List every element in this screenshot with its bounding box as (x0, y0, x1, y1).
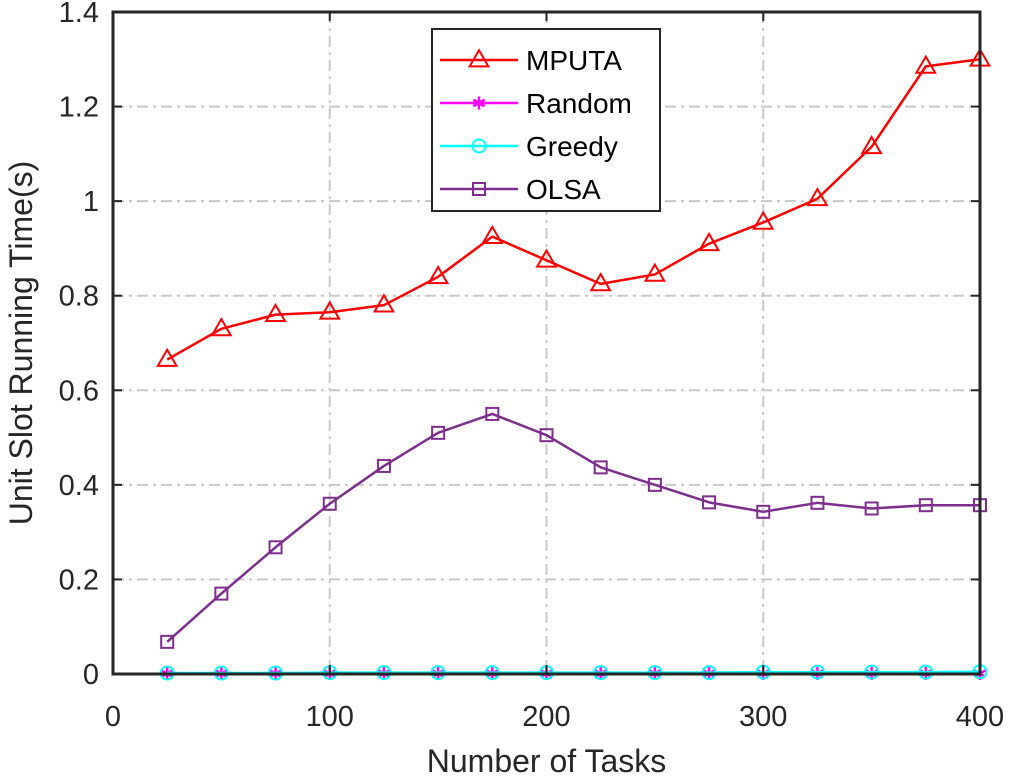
data-point-mputa (481, 224, 504, 244)
data-point-mputa (589, 272, 612, 292)
legend-marker-mputa (467, 48, 491, 68)
data-point-olsa (376, 458, 391, 473)
legend-entry-olsa: OLSA (440, 174, 601, 205)
data-point-mputa (860, 134, 883, 155)
data-point-mputa (264, 302, 287, 323)
data-point-olsa (647, 477, 662, 492)
y-tick-label: 0.6 (59, 375, 99, 407)
y-tick-labels: 0 0.2 0.4 0.6 0.8 1 1.2 1.4 (59, 0, 99, 691)
axis-ticks (112, 11, 981, 675)
legend-entry-greedy: Greedy (440, 131, 618, 162)
series-mputa (156, 47, 992, 367)
data-point-olsa (539, 428, 554, 443)
x-tick-labels: 0 100 200 300 400 (105, 701, 1004, 733)
y-axis-title: Unit Slot Running Time(s) (3, 161, 39, 526)
data-point-mputa (427, 265, 450, 285)
data-point-olsa (485, 406, 500, 421)
x-axis-title: Number of Tasks (427, 743, 667, 779)
data-point-mputa (643, 262, 666, 282)
x-tick-label: 100 (306, 701, 354, 733)
x-tick-label: 400 (956, 701, 1004, 733)
data-point-mputa (372, 293, 396, 313)
data-point-greedy (918, 664, 934, 680)
data-point-olsa (702, 495, 717, 510)
x-tick-label: 200 (522, 701, 570, 733)
y-tick-label: 0 (83, 659, 99, 691)
data-point-mputa (806, 187, 829, 207)
y-tick-label: 1 (83, 186, 99, 218)
data-point-olsa (864, 501, 879, 516)
data-point-olsa (593, 460, 608, 475)
data-point-greedy (809, 664, 825, 680)
data-point-olsa (918, 498, 933, 513)
data-point-olsa (214, 586, 229, 601)
data-point-greedy (864, 664, 880, 680)
asterisk-stroke (472, 98, 486, 108)
data-point-olsa (160, 634, 175, 649)
legend-entry-mputa: MPUTA (440, 45, 622, 76)
data-point-mputa (914, 54, 937, 74)
y-tick-label: 0.2 (59, 564, 99, 596)
legend-marker-olsa (472, 182, 486, 196)
data-point-mputa (697, 231, 721, 252)
data-point-mputa (156, 347, 179, 367)
y-tick-label: 1.4 (59, 0, 99, 29)
data-point-mputa (752, 210, 775, 230)
legend-label-greedy: Greedy (526, 131, 618, 162)
data-point-mputa (535, 248, 558, 268)
x-tick-label: 0 (105, 701, 121, 733)
data-point-olsa (756, 504, 771, 519)
legend-marker-random (472, 96, 486, 110)
data-point-olsa (322, 496, 337, 511)
legend-label-random: Random (526, 88, 632, 119)
data-point-mputa (318, 300, 341, 320)
data-point-olsa (268, 540, 283, 555)
x-tick-label: 300 (739, 701, 787, 733)
legend-entry-random: Random (440, 88, 632, 119)
legend-label-olsa: OLSA (526, 174, 601, 205)
series-line-mputa (166, 58, 981, 361)
series-line-olsa (166, 412, 980, 643)
legend-label-mputa: MPUTA (526, 45, 622, 76)
legend-marker-greedy (471, 138, 487, 154)
legend: MPUTA Random Greedy OLSA (431, 28, 661, 212)
y-tick-label: 1.2 (59, 92, 99, 124)
data-point-olsa (810, 495, 825, 510)
y-tick-label: 0.8 (59, 281, 99, 313)
y-tick-label: 0.4 (59, 470, 99, 502)
data-point-olsa (431, 425, 446, 440)
data-point-mputa (210, 317, 233, 337)
